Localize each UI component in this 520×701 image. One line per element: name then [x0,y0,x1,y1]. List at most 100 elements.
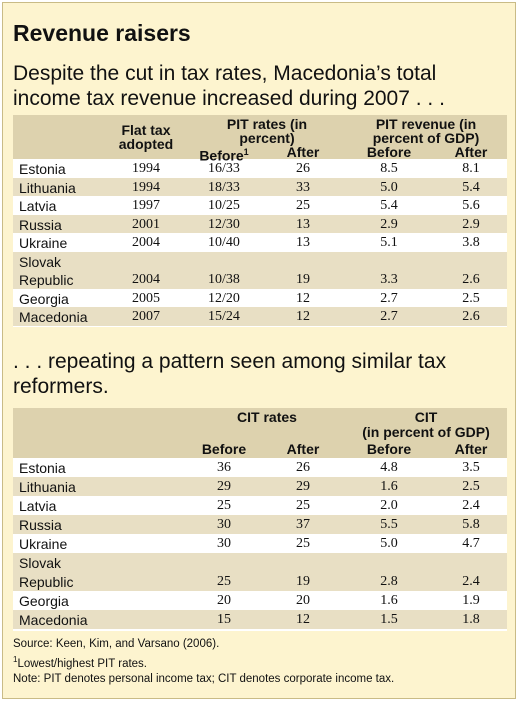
pit-revenue-after: 5.6 [462,198,480,213]
cit-revenue-after: 2.4 [462,498,480,513]
cit-rates-header: CIT rates [237,409,297,425]
pit-table: Flat tax adopted PIT rates (in percent) … [13,115,507,327]
pit-rate-after: 13 [296,216,310,232]
country-name: Latvia [19,498,57,514]
table-row: Macedonia 2007 15/24 12 2.7 2.6 [13,307,507,326]
cit-rate-before: 15 [217,612,231,627]
table-row: Lithuania 29 29 1.6 2.5 [13,477,507,496]
pit-rate-after: 25 [296,198,310,213]
flat-tax-year: 2001 [132,216,160,232]
table-row: Russia 2001 12/30 13 2.9 2.9 [13,214,507,233]
flat-tax-year: 2004 [132,272,160,287]
country-name: Ukraine [19,235,68,251]
cit-revenue-after: 4.7 [462,536,480,551]
pit-revenue-before: 3.3 [380,272,398,287]
country-name: Russia [19,517,62,533]
country-name: Ukraine [19,536,68,552]
pit-rate-after: 13 [296,235,310,250]
flat-tax-year: 2004 [132,235,160,250]
panel-title: Revenue raisers [13,20,191,46]
pit-revenue-after: 2.5 [462,290,480,306]
country-name: Slovak [19,253,62,270]
country-name: Estonia [19,460,66,476]
country-name: Macedonia [19,309,88,325]
flat-tax-year: 1994 [132,161,160,176]
flat-tax-year: 1997 [132,198,160,213]
cit-revenue-after: 3.5 [462,460,480,475]
country-name: Slovak [19,555,62,571]
cit-revenue-before: 2.0 [380,498,398,513]
cit-rate-before: 29 [217,479,231,494]
table-row: Georgia 2005 12/20 12 2.7 2.5 [13,289,507,308]
abbreviation-note: Note: PIT denotes personal income tax; C… [13,672,395,685]
table-row: Estonia 1994 16/33 26 8.5 8.1 [13,159,507,178]
pit-revenue-before: 2.7 [380,290,398,306]
country-name: Estonia [19,161,66,177]
country-name: Republic [19,272,74,288]
flat-tax-year: 1994 [132,179,160,195]
cit-revenue-before: 5.0 [380,536,398,551]
flat-tax-year: 2007 [132,309,160,324]
pit-revenue-before: 5.1 [380,235,398,250]
cit-rate-before-header: Before [201,441,247,457]
pit-rate-after: 12 [296,309,310,324]
country-name: Lithuania [19,479,76,495]
pit-revenue-header: PIT revenue (in percent of GDP) [372,116,480,146]
pit-rate-after: 26 [296,161,310,176]
pit-rate-after: 19 [296,272,310,287]
cit-rate-before: 25 [217,574,231,589]
flat-tax-header: Flat tax adopted [118,122,174,152]
flat-tax-year: 2005 [132,290,160,306]
cit-table: CIT rates CIT (in percent of GDP) Before… [13,408,507,631]
cit-rev-before-header: Before [366,441,412,457]
pit-revenue-before: 5.4 [380,198,398,213]
cit-revenue-after: 2.5 [462,479,480,494]
table-row: Macedonia 15 12 1.5 1.8 [13,610,507,629]
table-row: Slovak Republic 25 19 2.8 2.4 [13,553,507,591]
cit-table-header: CIT rates CIT (in percent of GDP) Before… [13,408,507,458]
pit-revenue-before: 5.0 [380,179,398,195]
table-row: Russia 30 37 5.5 5.8 [13,515,507,534]
cit-intro-text: . . . repeating a pattern seen among sim… [13,350,447,398]
cit-revenue-before: 2.8 [380,574,398,589]
cit-revenue-after: 1.9 [462,593,480,608]
notes-block: Source: Keen, Kim, and Varsano (2006). 1… [13,637,394,687]
table-row: Latvia 1997 10/25 25 5.4 5.6 [13,196,507,215]
pit-intro-text: Despite the cut in tax rates, Macedonia’… [13,62,445,110]
pit-rate-after-header: After [286,144,320,160]
pit-rate-before: 10/25 [208,198,240,213]
footnote-marker: 1 [243,147,249,157]
table-row: Georgia 20 20 1.6 1.9 [13,591,507,610]
table-row: Latvia 25 25 2.0 2.4 [13,496,507,515]
pit-rate-after: 33 [296,179,310,195]
pit-table-header: Flat tax adopted PIT rates (in percent) … [13,115,507,163]
cit-revenue-before: 1.6 [380,479,398,494]
country-name: Georgia [19,593,69,609]
footnote: 1Lowest/highest PIT rates. [13,655,148,670]
cit-rate-before: 20 [217,593,231,608]
cit-rate-after: 26 [296,460,310,475]
table-row: Lithuania 1994 18/33 33 5.0 5.4 [13,177,507,196]
source-note: Source: Keen, Kim, and Varsano (2006). [13,638,220,650]
country-name: Russia [19,216,62,233]
cit-rate-before: 25 [217,498,231,513]
cit-revenue-before: 1.5 [380,612,398,627]
country-name: Lithuania [19,179,76,196]
cit-rate-before: 30 [217,536,231,551]
pit-rate-after: 12 [296,290,310,306]
cit-rate-after: 25 [296,498,310,513]
cit-revenue-unit-header: (in percent of GDP) [362,424,490,440]
pit-rates-header: PIT rates (in percent) [226,116,308,146]
country-name: Republic [19,574,74,590]
cit-rate-after: 25 [296,536,310,551]
country-name: Latvia [19,198,57,214]
pit-revenue-before: 2.9 [380,216,398,232]
cit-rate-before: 30 [217,517,231,532]
table-row: Estonia 36 26 4.8 3.5 [13,458,507,477]
cit-rate-after: 19 [296,574,310,589]
cit-rate-after-header: After [286,441,320,457]
cit-revenue-before: 4.8 [380,460,398,475]
pit-rev-before-header: Before [366,144,412,160]
cit-revenue-after: 2.4 [462,574,480,589]
